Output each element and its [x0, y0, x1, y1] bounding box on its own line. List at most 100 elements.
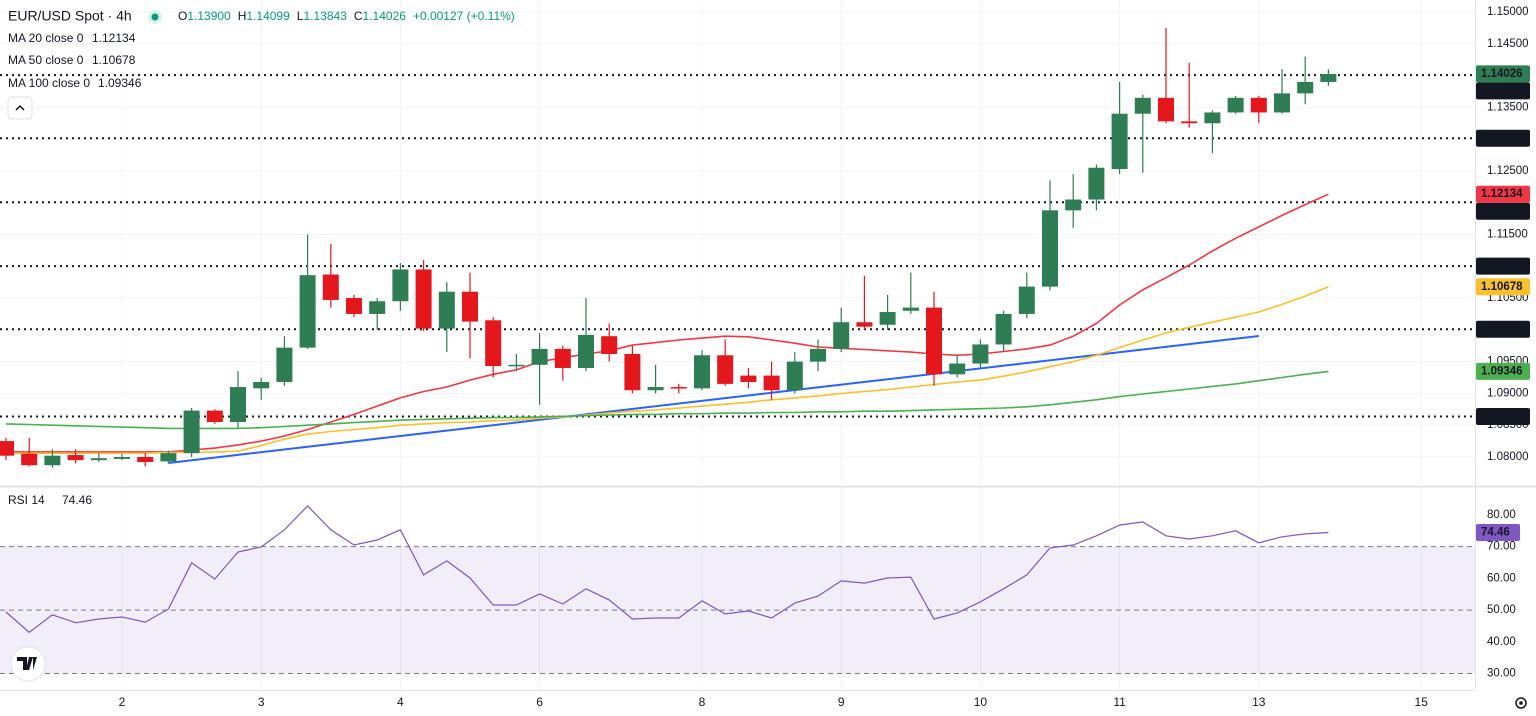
candle-body [624, 353, 641, 391]
candle-body [601, 336, 618, 354]
ma-name: MA 20 close 0 [8, 31, 84, 45]
price-tag [1476, 82, 1530, 100]
price-tag-label: 1.10678 [1481, 281, 1523, 293]
y-tick-label: 1.15000 [1487, 6, 1529, 18]
ma-value: 1.09346 [98, 76, 142, 90]
price-tag-label: 1.10010 [1481, 323, 1523, 335]
candle-body [253, 381, 270, 389]
candle-body [44, 455, 61, 466]
ma-name: MA 50 close 0 [8, 53, 84, 67]
price-tag [1476, 185, 1530, 203]
rsi-name: RSI 14 [8, 493, 45, 507]
candle-body [647, 387, 664, 391]
candle-body [856, 322, 873, 327]
candle-body [810, 348, 826, 362]
price-tag [1476, 129, 1530, 147]
candle-body [578, 334, 594, 368]
moving-average-line [6, 285, 1329, 454]
collapse-button[interactable] [7, 96, 33, 120]
price-axis-bg [1476, 0, 1536, 716]
x-tick-label: 13 [1252, 695, 1266, 709]
settings-icon[interactable] [1515, 697, 1527, 709]
rsi-tag-label: 74.46 [1481, 527, 1510, 539]
ohlc-value: 1.13843 [303, 9, 347, 23]
candle-body [694, 355, 710, 389]
ohlc-key: C [354, 9, 363, 23]
rsi-tick-label: 70.00 [1487, 541, 1516, 553]
y-tick-label: 1.12500 [1487, 165, 1529, 177]
collapse-icon [15, 104, 25, 111]
rsi-tick-label: 50.00 [1487, 604, 1516, 616]
price-tag-label: 1.08636 [1481, 411, 1523, 423]
price-tag-label: 1.13014 [1481, 132, 1523, 144]
candle-body [1111, 113, 1128, 170]
candle-body [786, 361, 803, 391]
moving-average-line [6, 193, 1329, 453]
price-tag [1476, 278, 1530, 296]
price-tag-label: 1.12008 [1481, 205, 1523, 217]
rsi-line [5, 505, 1329, 634]
candle-body [879, 312, 896, 325]
ohlc-key: L [297, 9, 304, 23]
ohlc-value: 1.14026 [363, 9, 407, 23]
symbol-title: EUR/USD Spot · 4h [8, 8, 132, 24]
candle-body [1088, 167, 1105, 200]
candle-body [21, 453, 38, 466]
x-tick-label: 6 [536, 695, 543, 709]
plot [0, 27, 1475, 675]
candle-body [114, 456, 130, 459]
x-tick-label: 10 [974, 695, 988, 709]
x-tick-label: 15 [1415, 695, 1429, 709]
ohlc-key: H [238, 9, 247, 23]
candle-body [183, 410, 200, 454]
rsi-tick-label: 30.00 [1487, 668, 1516, 680]
candle-body [926, 307, 942, 375]
candle-body [1274, 93, 1290, 113]
tradingview-logo[interactable] [10, 646, 46, 682]
candle-body [485, 320, 502, 367]
ma-value: 1.10678 [92, 53, 136, 67]
candle-body [462, 291, 478, 322]
candle-body [972, 344, 989, 364]
x-tick-label: 9 [838, 695, 845, 709]
price-tag [1476, 202, 1530, 220]
x-tick-label: 2 [119, 695, 126, 709]
moving-average-line [5, 370, 1329, 430]
candle-body [1227, 97, 1244, 113]
candle-body [137, 456, 154, 463]
candle-body [1297, 81, 1314, 94]
candle-body [206, 410, 223, 423]
y-tick-label: 1.11500 [1487, 229, 1528, 241]
x-tick-label: 8 [699, 695, 706, 709]
x-tick-label: 11 [1113, 695, 1126, 709]
price-tag [1476, 65, 1530, 83]
price-tag [1476, 408, 1530, 426]
x-tick-label: 4 [397, 695, 404, 709]
candle-body [833, 322, 850, 349]
price-tag-label: 1.09346 [1481, 365, 1523, 377]
candle-body [392, 269, 409, 302]
candle-body [1134, 97, 1151, 114]
candle-body [949, 363, 966, 375]
rsi-tick-label: 40.00 [1487, 636, 1516, 648]
ohlc-value: 1.13900 [187, 9, 231, 23]
ohlc-value: 1.14099 [246, 9, 290, 23]
price-tag-label: 1.12134 [1481, 188, 1523, 200]
candle-body [67, 455, 84, 461]
candle-body [1065, 199, 1082, 211]
y-tick-label: 1.09000 [1487, 387, 1529, 399]
y-tick-label: 1.14500 [1487, 38, 1529, 50]
candle-body [1018, 286, 1035, 314]
candle-body [1320, 73, 1337, 82]
axes: 2 3 4 6 8 9 10 11 13 15 1.15000 1.14500 1.13500 1.125… [119, 6, 1530, 709]
market-status-dot [151, 13, 159, 21]
candle-body [415, 269, 432, 329]
candle-body [670, 387, 687, 389]
rsi-tag [1476, 523, 1520, 541]
change: +0.00127 (+0.11%) [413, 9, 515, 23]
candle-body [740, 375, 757, 382]
candle-body [346, 298, 362, 314]
ohlc: O1.13900 H1.14099 L1.13843 C1.14026 +0.00127… [178, 9, 515, 23]
